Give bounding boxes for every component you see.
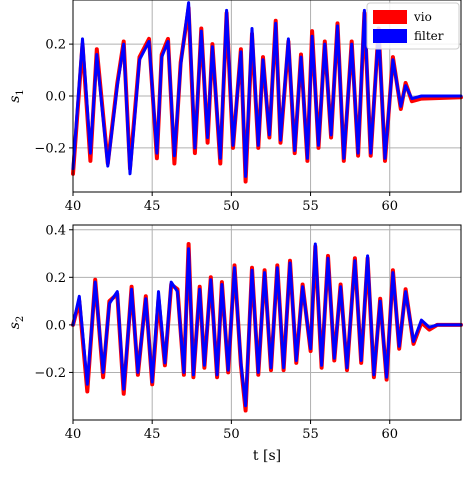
panel-1: 40 45 50 55 60 −0.2 0.0 0.2 s1 vio filter (7, 0, 463, 214)
x-axis-label: t [s] (253, 448, 281, 464)
x-tick-label: 50 (223, 427, 240, 442)
y-tick-label: 0.0 (45, 90, 66, 105)
y-tick-label: 0.4 (45, 223, 66, 238)
series-line-filter (71, 1, 463, 178)
x-tick-label: 55 (302, 427, 319, 442)
x-tick-label: 60 (381, 427, 398, 442)
x-tick-label: 40 (65, 427, 82, 442)
x-tick-label: 40 (65, 199, 82, 214)
y-tick-label: 0.0 (45, 318, 66, 333)
y-axis-label: s1 (7, 89, 26, 103)
x-tick-label: 55 (302, 199, 319, 214)
series-line-filter (71, 242, 463, 408)
y-tick-label: −0.2 (34, 141, 66, 156)
y-tick-label: 0.2 (45, 38, 66, 53)
legend-swatch-filter (373, 29, 407, 43)
x-tick-label: 60 (381, 199, 398, 214)
legend-label-vio: vio (413, 10, 432, 24)
legend-label-filter: filter (414, 29, 444, 43)
legend-swatch-vio (373, 10, 407, 24)
axes-frame (72, 224, 462, 421)
y-axis-label: s2 (7, 316, 26, 330)
x-tick-label: 45 (144, 427, 161, 442)
x-tick-label: 45 (144, 199, 161, 214)
x-tick-label: 50 (223, 199, 240, 214)
legend: vio filter (366, 2, 460, 50)
panel-2: 40 45 50 55 60 −0.2 0.0 0.2 0.4 s2 t [s] (7, 223, 463, 464)
y-tick-label: 0.2 (45, 271, 66, 286)
y-tick-label: −0.2 (34, 366, 66, 381)
